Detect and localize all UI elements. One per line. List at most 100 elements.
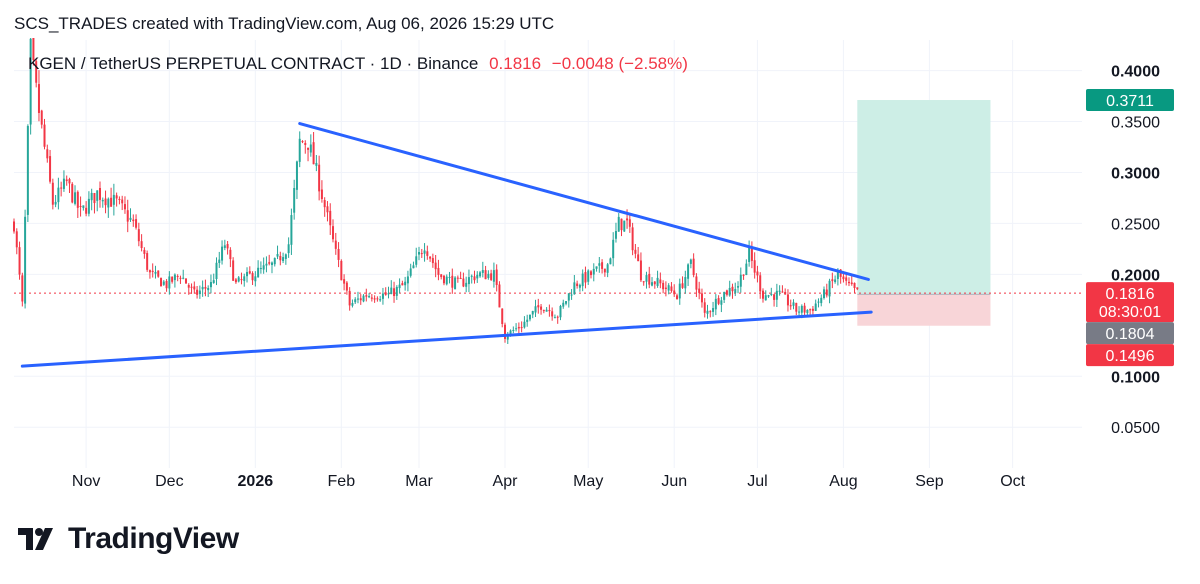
candle-body <box>304 142 307 145</box>
candle-body <box>123 204 126 210</box>
candle-body <box>354 299 357 303</box>
candle-body <box>85 207 88 214</box>
price-chart[interactable]: 0.4000 0.3500 0.3000 0.2500 0.2000 0.1000 0.05… <box>0 38 1200 508</box>
candle-body <box>140 241 143 249</box>
price-label-bg <box>1086 282 1174 323</box>
candle-body <box>811 308 814 311</box>
candle-body <box>262 265 265 270</box>
candle-body <box>786 294 789 306</box>
symbol-info: KGEN / TetherUS PERPETUAL CONTRACT · 1D … <box>28 54 479 73</box>
candle-body <box>850 282 853 285</box>
candle-body <box>814 303 817 311</box>
x-tick-label: 2026 <box>238 473 274 490</box>
candle-body <box>301 141 304 143</box>
candle-body <box>445 276 448 285</box>
candle-body <box>404 281 407 286</box>
candle-body <box>587 270 590 282</box>
candle-body <box>393 288 396 297</box>
candle-body <box>146 253 149 270</box>
candle-body <box>770 294 773 296</box>
price-label-stop: 0.1496 <box>1086 344 1174 367</box>
candle-body <box>76 191 79 208</box>
candle-body <box>725 290 728 295</box>
candle-body <box>135 219 138 228</box>
chart-canvas[interactable]: 0.4000 0.3500 0.3000 0.2500 0.2000 0.1000 0.05… <box>0 38 1200 508</box>
candle-body <box>82 205 85 208</box>
candle-body <box>778 290 781 292</box>
candle-body <box>675 295 678 300</box>
trendline[interactable] <box>20 310 873 368</box>
candle-body <box>781 291 784 293</box>
candle-body <box>187 285 190 288</box>
candle-body <box>556 316 559 318</box>
candle-body <box>359 298 362 301</box>
candle-body <box>118 198 121 200</box>
candle-body <box>409 268 412 276</box>
candle-body <box>115 195 118 199</box>
candle-body <box>520 327 523 329</box>
y-tick-label: 0.3000 <box>1111 165 1160 182</box>
candle-body <box>295 161 298 190</box>
candle-body <box>473 276 476 281</box>
tradingview-logo[interactable]: TradingView <box>16 522 239 556</box>
candle-body <box>196 289 199 295</box>
candle-body <box>212 280 215 283</box>
candle-body <box>68 179 71 184</box>
stop-zone[interactable] <box>857 294 991 326</box>
candle-body <box>37 84 40 113</box>
candle-body <box>43 124 46 147</box>
candle-body <box>265 263 268 266</box>
candle-body <box>764 295 767 301</box>
candle-body <box>171 276 174 282</box>
candle-body <box>154 271 157 274</box>
candle-body <box>326 206 329 213</box>
candle-body <box>842 276 845 280</box>
attribution-text: SCS_TRADES created with TradingView.com,… <box>14 14 555 33</box>
candle-body <box>537 305 540 308</box>
candle-body <box>631 227 634 251</box>
time-axis[interactable]: Nov Dec 2026 Feb Mar Apr May Jun Jul Aug Sep Oct <box>72 473 1026 490</box>
candle-body <box>603 268 606 273</box>
candle-body <box>298 138 301 162</box>
candle-body <box>703 302 706 313</box>
candle-body <box>121 199 124 204</box>
candle-body <box>451 275 454 288</box>
candle-body <box>259 268 262 270</box>
candle-body <box>567 293 570 301</box>
candle-body <box>237 277 240 282</box>
candle-body <box>168 276 171 289</box>
trendlines[interactable] <box>20 122 873 368</box>
bar-countdown: 08:30:01 <box>1099 304 1161 321</box>
candle-body <box>720 300 723 305</box>
x-tick-label: Mar <box>405 473 433 490</box>
candle-body <box>312 142 315 165</box>
trendline[interactable] <box>298 122 870 281</box>
candle-body <box>418 252 421 255</box>
price-label-bg <box>1086 322 1174 345</box>
price-label-value: 0.1496 <box>1106 348 1155 365</box>
candle-body <box>637 254 640 262</box>
candle-body <box>595 266 598 269</box>
candle-body <box>551 311 554 317</box>
y-tick-label: 0.4000 <box>1111 64 1160 81</box>
candle-body <box>467 277 470 285</box>
candle-body <box>806 309 809 314</box>
candle-body <box>51 182 54 205</box>
candle-body <box>495 269 498 286</box>
candle-body <box>35 61 38 83</box>
target-zone[interactable] <box>857 100 991 295</box>
x-tick-label: May <box>573 473 603 490</box>
long-position-tool[interactable] <box>14 100 1082 326</box>
price-axis[interactable]: 0.4000 0.3500 0.3000 0.2500 0.2000 0.1000 0.05… <box>1111 64 1160 438</box>
candle-body <box>662 282 665 290</box>
price-label-target: 0.3711 <box>1086 89 1174 112</box>
candle-body <box>426 251 429 256</box>
candle-body <box>831 279 834 282</box>
candle-body <box>845 277 848 281</box>
candle-body <box>98 188 101 200</box>
candle-body <box>126 210 129 222</box>
candle-body <box>415 256 418 265</box>
candle-body <box>376 298 379 300</box>
candle-body <box>706 310 709 314</box>
candle-body <box>32 38 35 60</box>
